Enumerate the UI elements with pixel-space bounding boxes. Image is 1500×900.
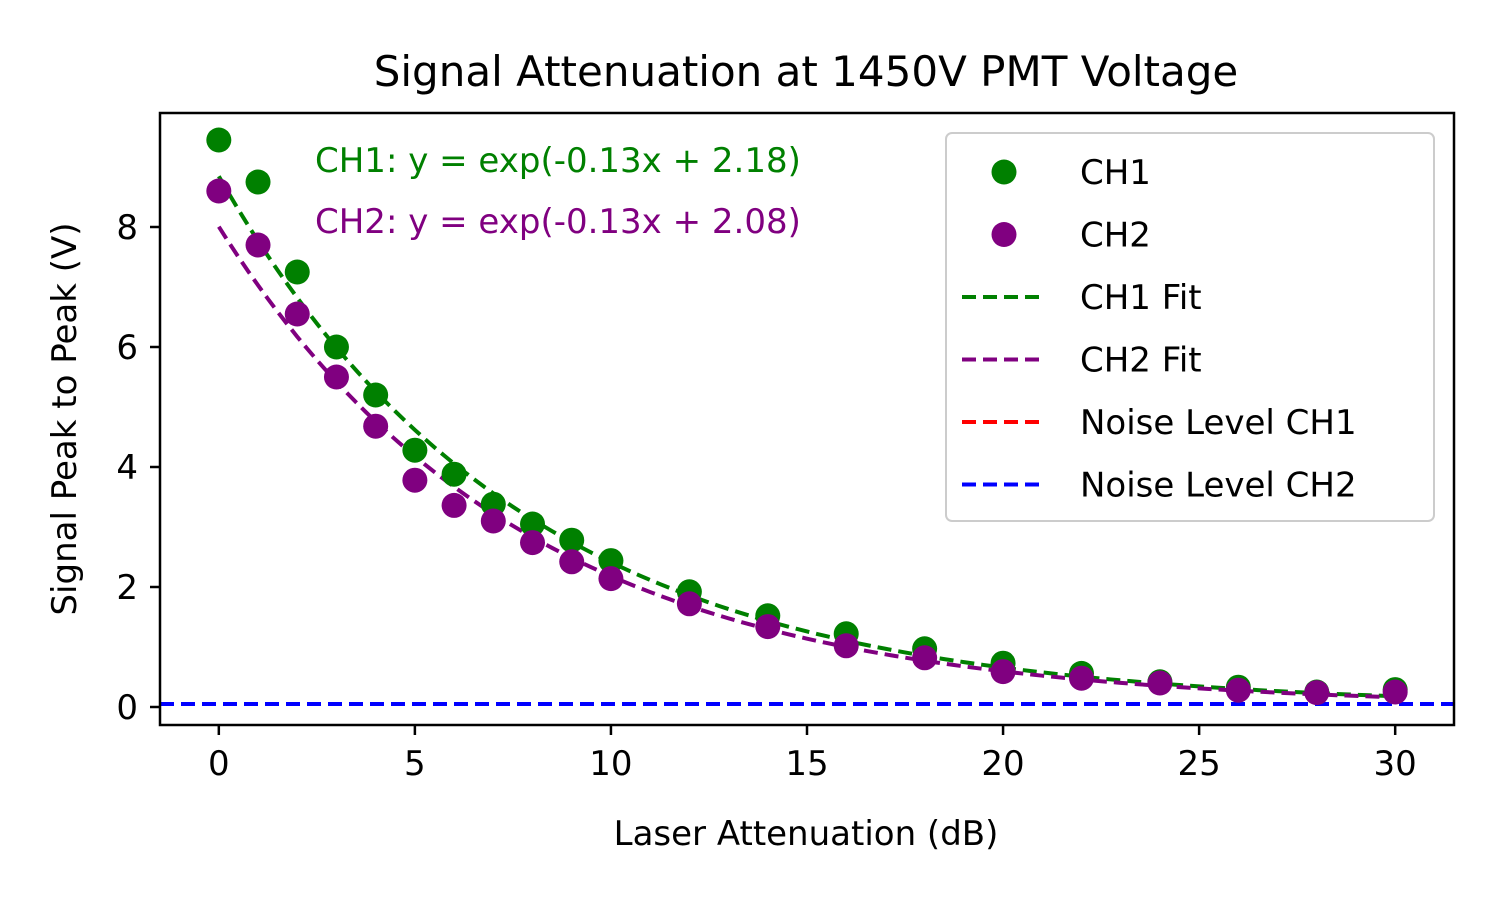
point-ch2-7 <box>480 508 506 534</box>
point-ch2-14 <box>912 645 938 671</box>
legend-label-noise-level-ch2: Noise Level CH2 <box>1080 466 1357 506</box>
legend-label-ch1-fit: CH1 Fit <box>1080 278 1202 318</box>
ch2-fit-equation: CH2: y = exp(-0.13x + 2.08) <box>315 202 801 242</box>
point-ch1-1 <box>245 169 271 195</box>
point-ch1-4 <box>363 382 389 408</box>
point-ch1-0 <box>206 127 232 153</box>
x-tick-label: 30 <box>1374 744 1417 784</box>
point-ch2-8 <box>520 530 546 556</box>
ch1-fit-equation: CH1: y = exp(-0.13x + 2.18) <box>315 141 801 181</box>
point-ch2-6 <box>441 492 467 518</box>
legend-label-ch2-fit: CH2 Fit <box>1080 341 1202 381</box>
x-tick-label: 10 <box>589 744 632 784</box>
x-tick-label: 20 <box>981 744 1024 784</box>
point-ch1-10 <box>598 548 624 574</box>
point-ch2-2 <box>284 301 310 327</box>
point-ch2-15 <box>990 659 1016 685</box>
y-axis-ticks: 0 2 4 6 8 <box>116 208 160 728</box>
point-ch1-9 <box>559 527 585 553</box>
legend: CH1 CH2 CH1 Fit CH2 Fit Noise Level CH1 Noise… <box>945 132 1435 522</box>
x-tick-label: 5 <box>404 744 426 784</box>
point-ch1-5 <box>402 437 428 463</box>
point-ch2-12 <box>755 614 781 640</box>
point-ch1-3 <box>323 334 349 360</box>
point-ch2-11 <box>676 591 702 617</box>
point-ch2-0 <box>206 178 232 204</box>
point-ch2-17 <box>1147 670 1173 696</box>
point-ch1-8 <box>520 511 546 537</box>
legend-label-noise-level-ch1: Noise Level CH1 <box>1080 403 1357 443</box>
plot-area <box>160 127 1454 706</box>
point-ch2-1 <box>245 232 271 258</box>
y-tick-label: 8 <box>116 208 138 248</box>
chart-title: Signal Attenuation at 1450V PMT Voltage <box>374 47 1239 96</box>
scatter-points <box>206 127 1408 706</box>
point-ch1-6 <box>441 461 467 487</box>
legend-label-ch2: CH2 <box>1080 216 1151 256</box>
x-axis-label: Laser Attenuation (dB) <box>614 814 999 854</box>
legend-marker-ch2 <box>991 222 1017 247</box>
point-ch2-4 <box>363 413 389 439</box>
y-tick-label: 0 <box>116 688 138 728</box>
point-ch2-9 <box>559 549 585 575</box>
point-ch2-16 <box>1068 665 1094 691</box>
y-axis-label: Signal Peak to Peak (V) <box>45 222 85 615</box>
x-axis-ticks: 0 5 10 15 20 25 30 <box>208 725 1417 784</box>
y-tick-label: 4 <box>116 448 138 488</box>
point-ch1-2 <box>284 259 310 285</box>
point-ch2-20 <box>1382 679 1408 705</box>
legend-label-ch1: CH1 <box>1080 153 1151 193</box>
x-tick-label: 0 <box>208 744 230 784</box>
point-ch2-18 <box>1225 677 1251 703</box>
point-ch2-3 <box>323 364 349 390</box>
point-ch2-19 <box>1304 680 1330 706</box>
y-tick-label: 6 <box>116 328 138 368</box>
legend-marker-ch1 <box>991 159 1017 185</box>
legend-frame <box>945 132 1435 522</box>
x-tick-label: 25 <box>1177 744 1220 784</box>
point-ch2-10 <box>598 566 624 592</box>
x-tick-label: 15 <box>785 744 828 784</box>
point-ch2-5 <box>402 467 428 493</box>
point-ch2-13 <box>833 633 859 659</box>
y-tick-label: 2 <box>116 568 138 608</box>
